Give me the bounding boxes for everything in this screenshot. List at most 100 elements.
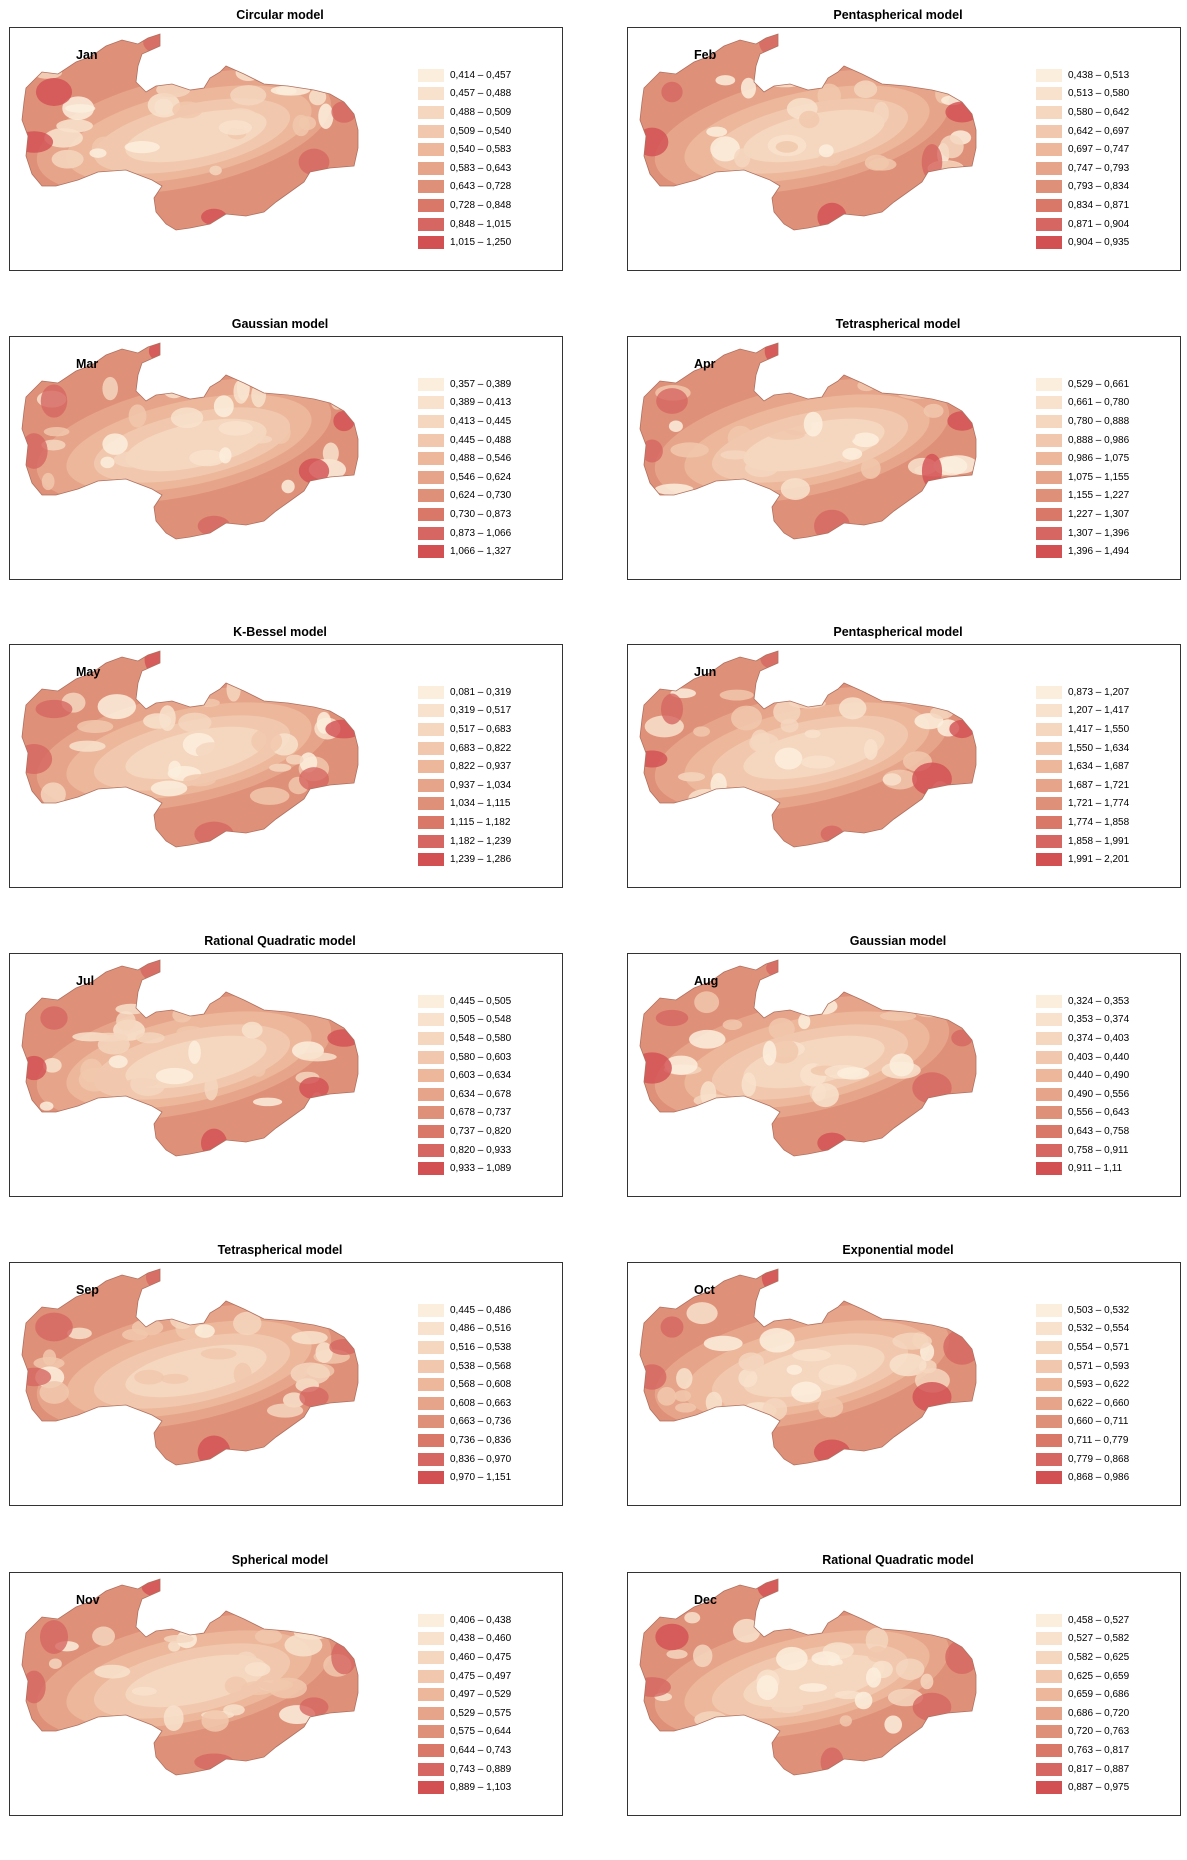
map-frame: Nov 0,406 – 0,438 0,438 – 0,460 0,460 – 0,4… — [9, 1572, 563, 1816]
legend-swatch — [1036, 1378, 1062, 1392]
legend-range: 0,834 – 0,871 — [1068, 199, 1130, 211]
legend-range: 1,774 – 1,858 — [1068, 816, 1130, 828]
region-outline — [21, 342, 359, 540]
contour-blob — [195, 742, 229, 760]
legend-range: 0,509 – 0,540 — [450, 125, 512, 137]
legend-item: 0,374 – 0,403 — [1036, 1029, 1129, 1048]
contour-blob — [715, 75, 736, 86]
legend-swatch — [1036, 68, 1062, 82]
legend-range: 0,546 – 0,624 — [450, 471, 512, 483]
legend-item: 0,081 – 0,319 — [418, 683, 511, 702]
contour-blob — [939, 135, 964, 159]
region-map — [21, 33, 359, 231]
region-outline — [639, 959, 977, 1157]
contour-blob — [77, 720, 114, 734]
contour-blob — [759, 1328, 795, 1353]
contour-blob — [693, 1644, 713, 1668]
legend-swatch — [1036, 1087, 1062, 1101]
panel-title: Gaussian model — [849, 934, 947, 948]
contour-blob — [204, 1075, 218, 1101]
legend-item: 0,743 – 0,889 — [418, 1760, 511, 1779]
legend-range: 0,568 – 0,608 — [450, 1379, 512, 1391]
legend-range: 1,550 – 1,634 — [1068, 742, 1130, 754]
contour-blob — [160, 1373, 189, 1384]
contour-edge — [22, 1670, 46, 1704]
legend-range: 0,887 – 0,975 — [1068, 1782, 1130, 1794]
legend-swatch — [418, 1743, 444, 1757]
legend-range: 1,182 – 1,239 — [450, 835, 512, 847]
contour-edge — [145, 1269, 173, 1290]
legend: 0,081 – 0,319 0,319 – 0,517 0,517 – 0,683 0… — [418, 683, 511, 869]
contour-blob — [851, 432, 879, 448]
legend-swatch — [418, 1452, 444, 1466]
legend-swatch — [418, 1471, 444, 1485]
legend-range: 0,873 – 1,207 — [1068, 686, 1130, 698]
legend-range: 0,319 – 0,517 — [450, 705, 512, 717]
legend-swatch — [1036, 1632, 1062, 1646]
map-frame: Feb 0,438 – 0,513 0,513 – 0,580 0,580 – 0,6… — [627, 27, 1181, 271]
legend-swatch — [1036, 704, 1062, 718]
legend-swatch — [1036, 87, 1062, 101]
contour-blob — [150, 780, 188, 797]
legend-range: 1,227 – 1,307 — [1068, 508, 1130, 520]
legend-item: 1,550 – 1,634 — [1036, 739, 1129, 758]
contour-blob — [201, 1709, 229, 1732]
legend-swatch — [1036, 1143, 1062, 1157]
legend-range: 1,066 – 1,327 — [450, 546, 512, 558]
legend-range: 0,986 – 1,075 — [1068, 453, 1130, 465]
contour-edge — [912, 1072, 952, 1104]
contour-edge — [197, 1435, 231, 1465]
legend-range: 0,622 – 0,660 — [1068, 1397, 1130, 1409]
contour-edge — [39, 1620, 69, 1654]
legend-swatch — [418, 1013, 444, 1027]
contour-blob — [799, 110, 820, 129]
contour-blob — [226, 677, 241, 702]
map-frame: Sep 0,445 – 0,486 0,486 – 0,516 0,516 – 0,5… — [9, 1262, 563, 1506]
region-map — [639, 1268, 977, 1466]
legend-item: 0,438 – 0,513 — [1036, 66, 1129, 85]
legend-item: 0,414 – 0,457 — [418, 66, 511, 85]
legend-range: 0,937 – 1,034 — [450, 779, 512, 791]
month-label: Oct — [694, 1283, 715, 1297]
legend-swatch — [1036, 1781, 1062, 1795]
legend-item: 0,324 – 0,353 — [1036, 992, 1129, 1011]
legend-swatch — [1036, 1706, 1062, 1720]
contour-blob — [33, 1356, 65, 1370]
legend-item: 1,858 – 1,991 — [1036, 832, 1129, 851]
region-map — [639, 342, 977, 540]
contour-blob — [920, 1673, 934, 1690]
contour-blob — [89, 1032, 128, 1042]
contour-edge — [814, 509, 850, 539]
legend-range: 0,603 – 0,634 — [450, 1070, 512, 1082]
legend-range: 0,643 – 0,728 — [450, 181, 512, 193]
legend-swatch — [418, 198, 444, 212]
contour-blob — [135, 1032, 165, 1044]
contour-edge — [299, 1697, 329, 1717]
legend-swatch — [1036, 414, 1062, 428]
legend-range: 0,624 – 0,730 — [450, 490, 512, 502]
month-label: Dec — [694, 1593, 717, 1607]
legend-item: 0,661 – 0,780 — [1036, 394, 1129, 413]
contour-blob — [271, 421, 291, 444]
legend-item: 0,911 – 1,11 — [1036, 1159, 1129, 1178]
panel-title: Tetraspherical model — [835, 317, 961, 331]
legend-swatch — [1036, 1762, 1062, 1776]
contour-edge — [22, 743, 53, 775]
legend-range: 1,115 – 1,182 — [450, 816, 511, 828]
contour-edge — [817, 202, 847, 230]
legend-item: 0,728 – 0,848 — [418, 196, 511, 215]
legend-item: 0,488 – 0,546 — [418, 449, 511, 468]
legend-swatch — [1036, 507, 1062, 521]
legend-range: 0,324 – 0,353 — [1068, 995, 1130, 1007]
contour-blob — [764, 75, 805, 88]
contour-blob — [170, 407, 204, 429]
contour-blob — [688, 1029, 726, 1049]
legend-range: 0,445 – 0,486 — [450, 1304, 512, 1316]
contour-blob — [879, 1011, 917, 1021]
legend-item: 0,736 – 0,836 — [418, 1431, 511, 1450]
legend-range: 0,660 – 0,711 — [1068, 1416, 1129, 1428]
contour-edge — [40, 1006, 68, 1030]
legend-swatch — [418, 797, 444, 811]
legend-range: 1,721 – 1,774 — [1068, 798, 1130, 810]
legend-swatch — [1036, 452, 1062, 466]
